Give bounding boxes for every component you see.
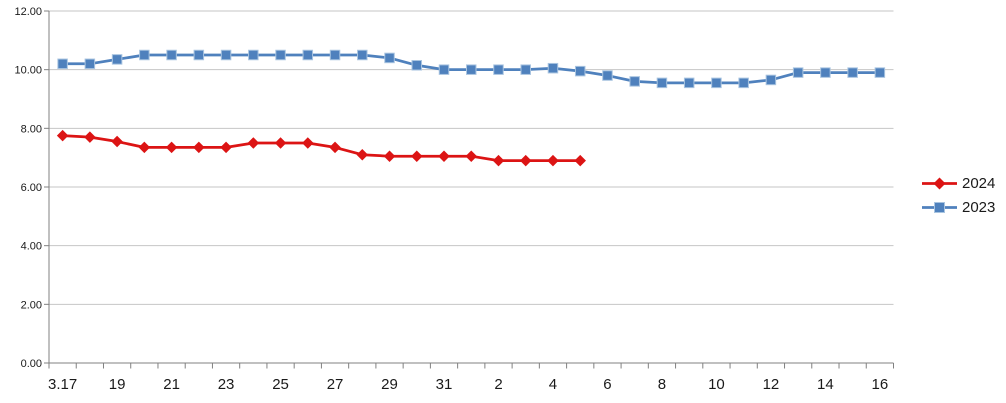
- data-point: [629, 76, 640, 87]
- x-tick-label: 2: [494, 376, 502, 393]
- legend-marker-2024-icon: [922, 177, 957, 190]
- data-point: [547, 62, 559, 74]
- data-point: [847, 67, 858, 78]
- data-point: [356, 148, 369, 161]
- chart-legend: 2024 2023: [921, 175, 995, 216]
- data-point: [711, 77, 722, 89]
- y-tick-label: 4.00: [21, 241, 42, 253]
- data-point: [329, 49, 341, 61]
- data-point: [220, 141, 232, 154]
- x-tick-label: 3.17: [48, 376, 77, 393]
- x-tick-label: 31: [436, 376, 453, 393]
- data-point: [138, 141, 151, 154]
- data-point: [411, 150, 423, 162]
- x-tick-label: 16: [872, 376, 889, 393]
- data-point: [166, 49, 177, 61]
- data-point: [193, 49, 205, 61]
- data-point: [466, 64, 477, 75]
- x-tick-label: 19: [109, 376, 126, 393]
- data-point: [438, 150, 450, 162]
- data-point: [438, 64, 450, 75]
- data-point: [302, 49, 314, 61]
- data-point: [792, 67, 804, 78]
- data-point: [247, 137, 260, 149]
- legend-item-2024: 2024: [921, 175, 995, 192]
- data-point: [329, 141, 341, 154]
- data-point: [493, 64, 504, 75]
- x-tick-label: 12: [763, 376, 780, 393]
- series-2024: [56, 129, 586, 167]
- x-tick-label: 25: [272, 376, 289, 393]
- data-point: [248, 49, 259, 61]
- x-tick-label: 10: [708, 376, 725, 393]
- legend-item-2023: 2023: [921, 199, 995, 216]
- y-tick-label: 8.00: [21, 123, 42, 135]
- data-point: [384, 52, 395, 64]
- x-tick-label: 14: [817, 376, 834, 393]
- y-tick-label: 10.00: [14, 65, 42, 77]
- data-point: [357, 49, 368, 61]
- data-point: [193, 141, 205, 154]
- y-tick-label: 2.00: [21, 299, 42, 311]
- legend-marker-2023-icon: [922, 202, 957, 213]
- data-point: [302, 137, 314, 149]
- data-point: [465, 150, 477, 162]
- legend-label-2024: 2024: [962, 175, 996, 192]
- x-tick-label: 23: [218, 376, 235, 393]
- x-tick-label: 29: [381, 376, 398, 393]
- data-point: [84, 131, 96, 143]
- data-point: [411, 60, 423, 71]
- x-tick-label: 8: [658, 376, 666, 393]
- x-tick-label: 4: [549, 376, 557, 393]
- legend-label-2023: 2023: [962, 199, 996, 216]
- data-point: [84, 58, 96, 70]
- axes: [44, 10, 894, 369]
- y-tick-label: 12.00: [14, 6, 42, 18]
- data-point: [574, 65, 586, 77]
- x-tick-label: 21: [163, 376, 180, 393]
- data-point: [765, 74, 777, 86]
- y-tick-label: 6.00: [21, 182, 42, 194]
- data-point: [520, 64, 531, 75]
- data-point: [574, 154, 586, 167]
- data-point: [220, 49, 232, 61]
- data-point: [56, 129, 69, 142]
- data-point: [492, 154, 505, 167]
- data-point: [274, 137, 287, 149]
- data-point: [602, 70, 613, 81]
- data-point: [519, 154, 532, 167]
- data-point: [57, 58, 68, 70]
- data-point: [683, 77, 695, 89]
- data-point: [820, 67, 831, 78]
- data-point: [738, 77, 749, 89]
- data-point: [383, 150, 396, 162]
- data-point: [547, 154, 559, 167]
- data-point: [111, 135, 123, 148]
- y-tick-label: 0.00: [21, 358, 42, 370]
- data-point: [275, 49, 286, 61]
- data-point: [165, 141, 178, 154]
- data-point: [139, 49, 150, 61]
- y-tick-labels: 0.00 2.00 4.00 6.00 8.00 10.00 12.00: [14, 6, 42, 370]
- data-point: [656, 77, 668, 89]
- data-point: [111, 54, 123, 65]
- x-tick-label: 27: [327, 376, 344, 393]
- x-tick-labels: 3.17 19 21 23 25 27 29 31 2 4 6 8 10 12 14 16: [48, 376, 888, 393]
- x-tick-label: 6: [603, 376, 611, 393]
- series-2023: [57, 49, 886, 89]
- data-point: [874, 67, 886, 78]
